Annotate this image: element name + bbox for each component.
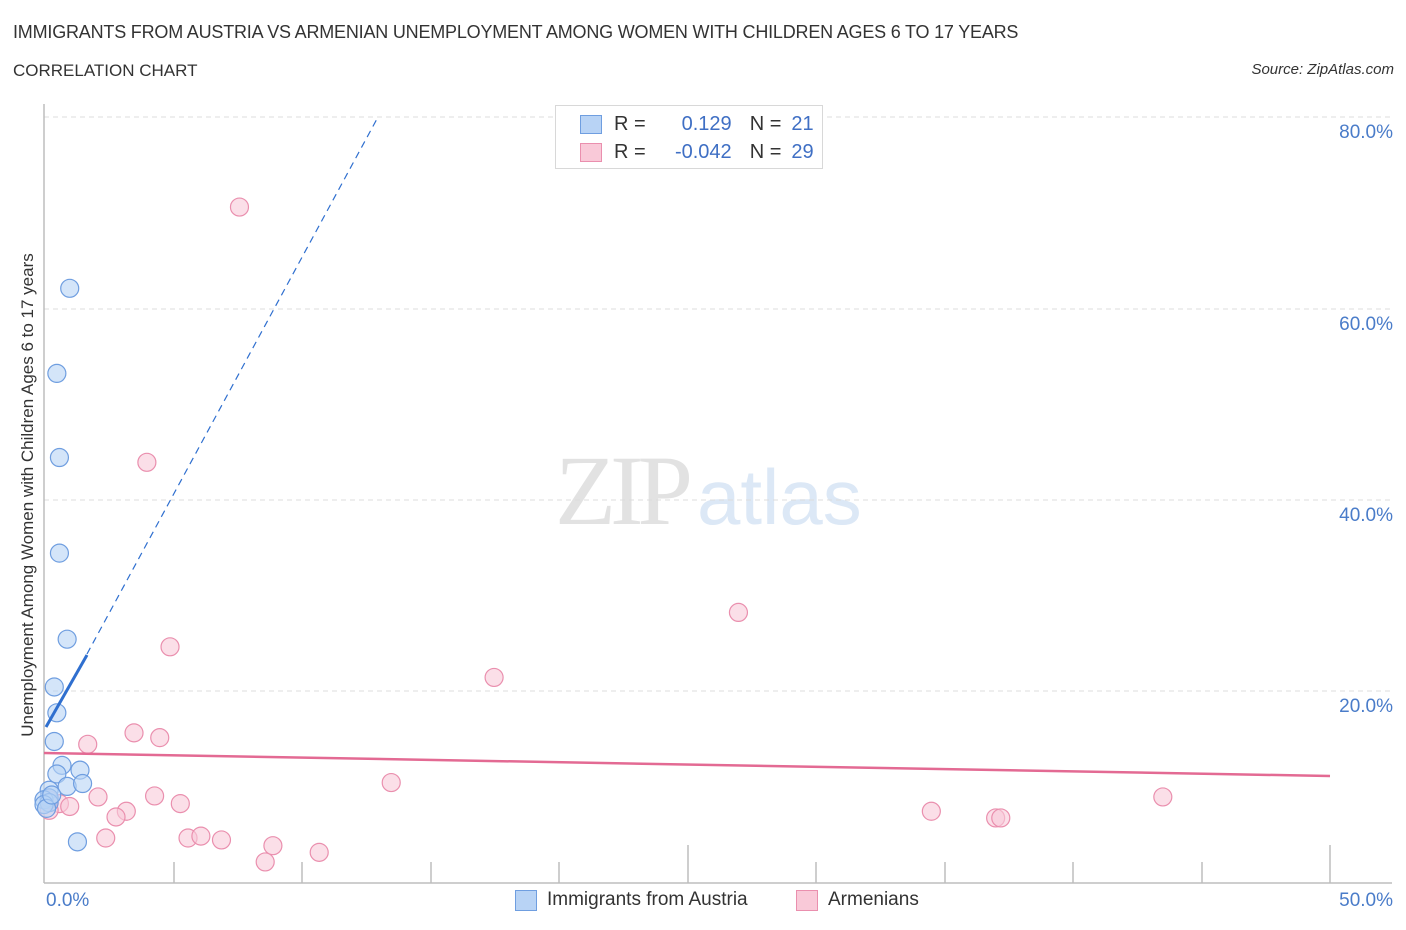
chart-subtitle: CORRELATION CHART xyxy=(13,61,198,80)
watermark-zip: ZIP xyxy=(555,435,693,546)
austria-trend-solid xyxy=(44,654,89,728)
data-point xyxy=(96,828,116,848)
data-point xyxy=(309,842,329,862)
data-point xyxy=(78,734,98,754)
r-value: 0.129 xyxy=(681,112,732,135)
y-tick-20: 20.0% xyxy=(1339,696,1393,717)
trend-lines xyxy=(43,116,1331,778)
data-point xyxy=(144,786,165,806)
data-point xyxy=(229,197,250,217)
data-point xyxy=(106,807,126,827)
chart-title: IMMIGRANTS FROM AUSTRIA VS ARMENIAN UNEM… xyxy=(13,22,1019,42)
pink-swatch-icon xyxy=(580,142,602,162)
data-point xyxy=(1153,787,1173,807)
data-point xyxy=(728,602,749,623)
legend-item-armenians: Armenians xyxy=(796,889,919,911)
y-tick-80: 80.0% xyxy=(1339,122,1393,143)
y-tick-40: 40.0% xyxy=(1339,505,1393,526)
y-tick-60: 60.0% xyxy=(1339,314,1393,335)
blue-swatch-icon xyxy=(580,114,602,134)
data-point xyxy=(47,363,67,384)
data-point xyxy=(49,543,70,563)
data-point xyxy=(255,852,275,872)
stats-legend: R = 0.129 N = 21 R = -0.042 N = 29 xyxy=(555,105,823,169)
data-point xyxy=(47,764,67,784)
zipatlas-watermark: ZIP atlas xyxy=(555,440,862,547)
data-point xyxy=(57,629,77,649)
x-tick-max: 50.0% xyxy=(1339,890,1393,911)
austria-trend-dashed xyxy=(86,116,379,655)
y-axis-label: Unemployment Among Women with Children A… xyxy=(18,253,37,737)
data-point xyxy=(381,772,401,793)
blue-swatch-icon xyxy=(515,889,537,911)
n-label: N = xyxy=(749,140,782,163)
data-point xyxy=(49,447,70,468)
n-value: 21 xyxy=(791,112,814,135)
legend-label-austria: Immigrants from Austria xyxy=(547,889,748,910)
data-point xyxy=(137,452,157,472)
data-point xyxy=(88,787,108,807)
data-point xyxy=(170,794,190,814)
r-label: R = xyxy=(614,112,646,135)
data-point xyxy=(191,826,211,846)
legend-label-armenians: Armenians xyxy=(828,889,919,910)
data-point xyxy=(211,830,232,850)
legend-item-austria: Immigrants from Austria xyxy=(515,889,748,911)
data-point xyxy=(67,832,88,852)
stats-row-austria: R = 0.129 N = 21 xyxy=(580,112,814,136)
data-point xyxy=(124,723,144,743)
r-value: -0.042 xyxy=(674,140,732,163)
data-point xyxy=(991,808,1011,828)
data-point xyxy=(160,637,180,657)
watermark-atlas: atlas xyxy=(697,453,862,541)
n-value: 29 xyxy=(791,140,814,163)
data-point xyxy=(44,677,64,697)
armenians-trend xyxy=(43,751,1331,778)
data-point xyxy=(150,728,170,748)
data-point xyxy=(42,785,62,805)
data-point xyxy=(72,773,93,794)
pink-swatch-icon xyxy=(796,889,818,911)
data-point xyxy=(263,836,283,856)
data-point xyxy=(60,278,80,298)
r-label: R = xyxy=(614,140,646,163)
armenians-points xyxy=(39,197,1173,872)
data-point xyxy=(921,801,941,821)
data-point xyxy=(44,731,64,752)
n-label: N = xyxy=(749,112,782,135)
stats-row-armenians: R = -0.042 N = 29 xyxy=(580,140,814,164)
x-tick-min: 0.0% xyxy=(46,890,90,911)
austria-points xyxy=(34,278,93,852)
source-credit: Source: ZipAtlas.com xyxy=(1251,61,1394,78)
data-point xyxy=(60,796,80,817)
data-point xyxy=(484,667,504,688)
